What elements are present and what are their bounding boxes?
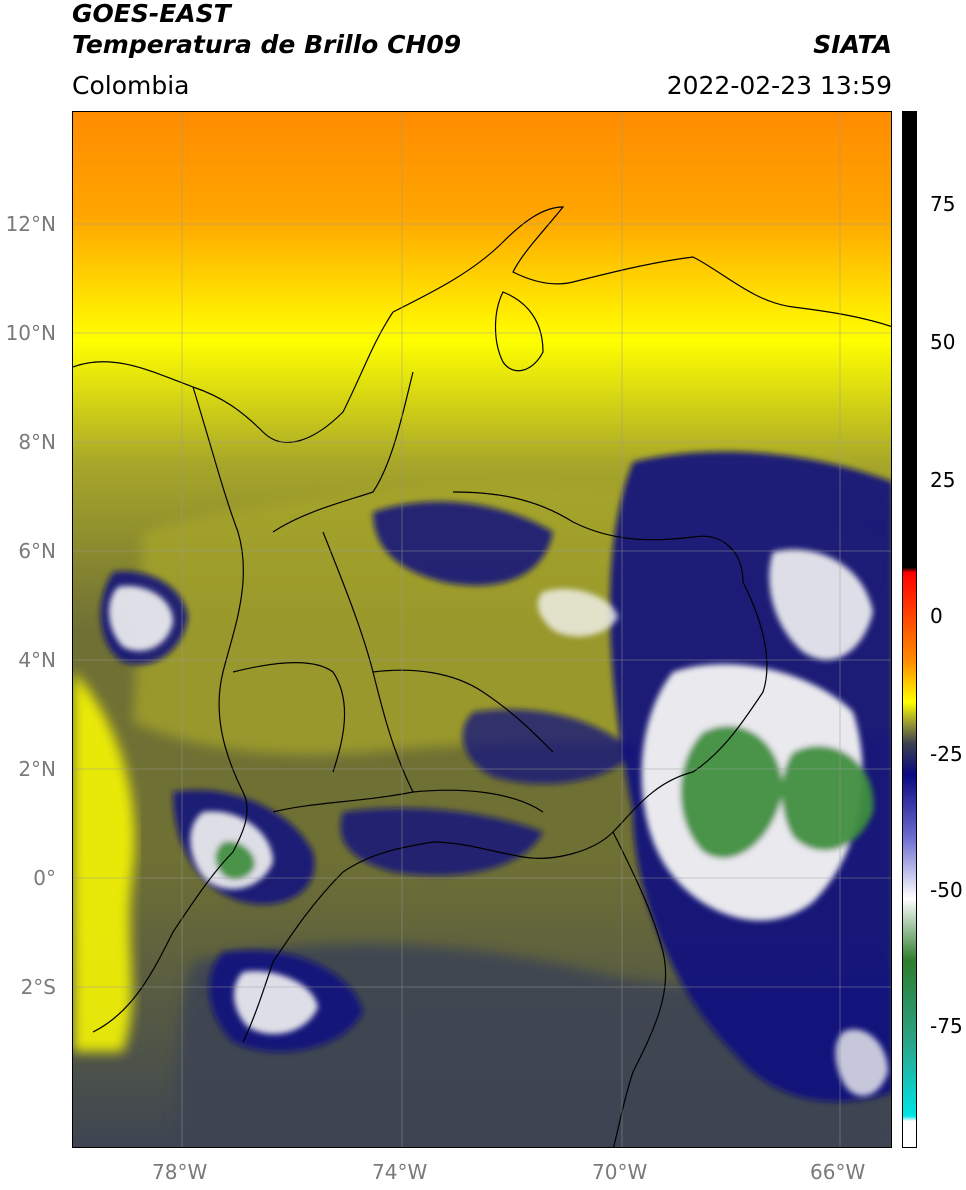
coastlines-and-borders (73, 206, 891, 1147)
lat-label-6n: 6°N (18, 539, 56, 563)
lat-label-0: 0° (33, 866, 56, 890)
colorbar-label-minus75: -75 (930, 1014, 963, 1038)
satellite-title: GOES-EAST (72, 0, 231, 28)
satellite-map[interactable] (72, 111, 892, 1148)
colorbar-label-minus50: -50 (930, 878, 963, 902)
colorbar-label-50: 50 (930, 330, 956, 354)
lat-label-8n: 8°N (18, 430, 56, 454)
colorbar-label-25: 25 (930, 468, 956, 492)
region-label: Colombia (72, 71, 190, 100)
temperature-colorbar (902, 111, 917, 1148)
timestamp-label: 2022-02-23 13:59 (666, 71, 892, 100)
lat-label-10n: 10°N (5, 321, 56, 345)
lat-label-2s: 2°S (20, 975, 56, 999)
lon-label-74w: 74°W (372, 1160, 428, 1184)
product-title: Temperatura de Brillo CH09 (72, 30, 462, 59)
graticule (73, 112, 891, 1147)
lon-label-78w: 78°W (152, 1160, 208, 1184)
lon-label-70w: 70°W (592, 1160, 648, 1184)
colorbar-label-0: 0 (930, 604, 943, 628)
cold-cloud-tops (108, 549, 888, 1096)
lat-label-4n: 4°N (18, 648, 56, 672)
colorbar-label-75: 75 (930, 192, 956, 216)
lat-label-2n: 2°N (18, 757, 56, 781)
source-label: SIATA (813, 30, 892, 59)
west-warm-band (73, 672, 135, 1052)
brightness-temperature-field (73, 112, 891, 1147)
lat-label-12n: 12°N (5, 212, 56, 236)
colorbar-label-minus25: -25 (930, 742, 963, 766)
lon-label-66w: 66°W (810, 1160, 866, 1184)
